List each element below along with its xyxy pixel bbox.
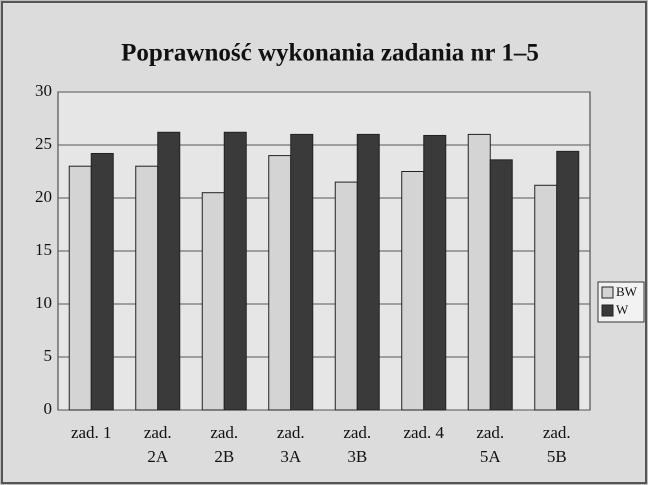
bar — [268, 155, 292, 411]
bar — [135, 165, 159, 411]
y-tick-label: 20 — [35, 187, 52, 206]
x-tick-label: zad. 5B — [543, 423, 571, 466]
bar — [201, 192, 225, 411]
x-tick-label: zad. 4 — [403, 423, 444, 442]
x-tick-label: zad. 2A — [144, 423, 172, 466]
bar — [157, 131, 181, 411]
chart-title: Poprawność wykonania zadania nr 1–5 — [121, 40, 539, 67]
bar — [556, 150, 580, 411]
bar — [534, 184, 558, 411]
bar — [68, 165, 92, 411]
y-tick-label: 30 — [35, 81, 52, 100]
bar — [467, 133, 491, 411]
x-tick-label: zad. 2B — [210, 423, 238, 466]
legend-swatch — [601, 304, 614, 317]
bar — [401, 171, 425, 411]
bar — [90, 152, 114, 411]
y-tick-label: 15 — [35, 240, 52, 259]
y-tick-label: 5 — [44, 346, 53, 365]
bar — [423, 134, 447, 411]
x-tick-label: zad. 3B — [343, 423, 371, 466]
legend-swatch — [601, 286, 614, 299]
bar — [356, 133, 380, 411]
bar — [489, 159, 513, 411]
x-tick-label: zad. 1 — [71, 423, 112, 442]
bar — [223, 131, 247, 411]
legend-label: W — [616, 302, 629, 317]
y-tick-label: 25 — [35, 134, 52, 153]
bar — [290, 133, 314, 411]
legend-label: BW — [616, 284, 638, 299]
x-tick-label: zad. 5A — [476, 423, 504, 466]
x-tick-label: zad. 3A — [277, 423, 305, 466]
y-tick-label: 10 — [35, 293, 52, 312]
y-tick-label: 0 — [44, 399, 53, 418]
bar — [334, 181, 358, 411]
